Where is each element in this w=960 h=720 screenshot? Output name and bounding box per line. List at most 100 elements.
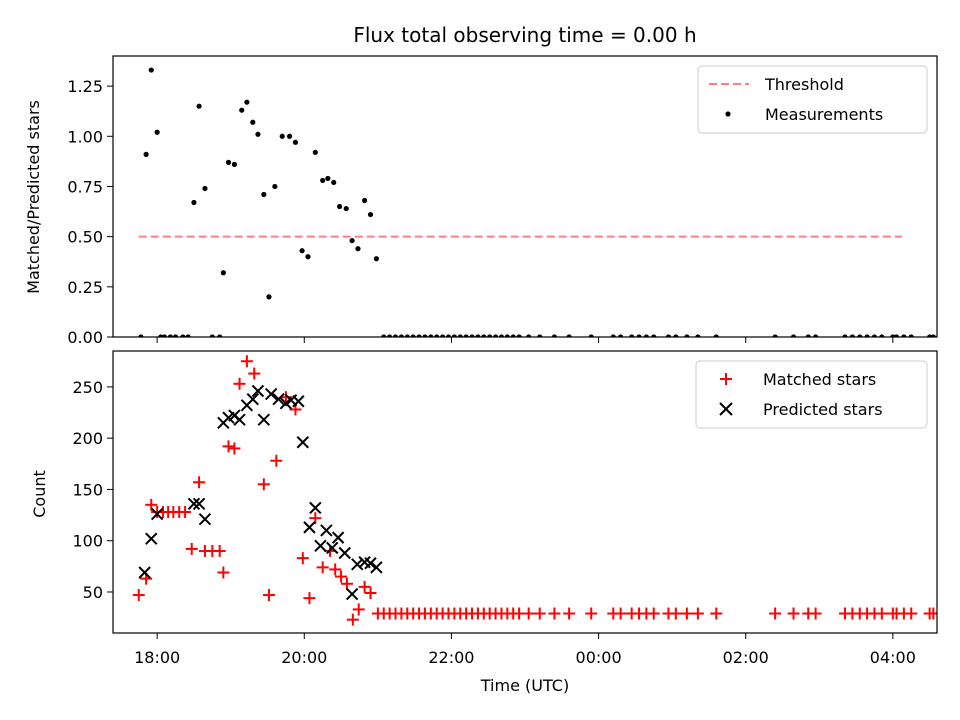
measurement-point <box>434 334 440 337</box>
top-ylabel: Matched/Predicted stars <box>24 100 43 294</box>
matched-star-point <box>233 377 246 390</box>
measurement-point <box>930 334 936 337</box>
measurement-point <box>239 107 245 113</box>
measurement-point <box>286 133 293 139</box>
predicted-star-point <box>145 532 158 545</box>
predicted-star-point <box>246 392 259 406</box>
measurement-point <box>261 191 267 198</box>
matched-star-point <box>270 454 283 467</box>
predicted-star-point <box>314 539 327 553</box>
measurement-point <box>498 334 505 337</box>
measurement-point <box>445 334 452 337</box>
matched-star-point <box>296 552 309 565</box>
measurement-point <box>172 334 179 337</box>
matched-star-point <box>240 355 253 368</box>
bottom-axes-frame <box>112 350 938 634</box>
measurement-point <box>148 67 154 73</box>
matched-star-point <box>522 607 535 620</box>
measurement-point <box>651 334 657 337</box>
measurement-point <box>410 334 416 337</box>
top-plot-area <box>138 67 936 337</box>
measurement-point <box>713 334 719 337</box>
predicted-star-point <box>309 501 322 515</box>
measurement-point <box>588 334 594 337</box>
measurement-point <box>138 334 144 337</box>
measurement-point <box>487 334 493 337</box>
matched-star-point <box>710 607 723 620</box>
predicted-star-point <box>338 546 351 560</box>
measurement-point <box>857 334 863 337</box>
measurement-point <box>813 334 819 337</box>
matched-star-point <box>340 577 353 590</box>
measurement-point <box>463 334 469 337</box>
measurement-point <box>871 334 878 337</box>
measurement-point <box>312 149 318 155</box>
matched-star-point <box>533 607 546 620</box>
measurement-point <box>331 179 337 186</box>
matched-star-point <box>257 478 270 491</box>
matched-star-point <box>132 589 145 602</box>
matched-star-point <box>222 440 235 453</box>
predicted-star-point <box>198 512 212 526</box>
measurement-point <box>167 334 173 337</box>
matched-star-point <box>213 544 226 557</box>
x-tick-label: 04:00 <box>870 648 916 667</box>
measurement-point <box>422 334 428 337</box>
y-tick-label: 0.75 <box>67 177 103 196</box>
measurement-point <box>255 131 261 137</box>
predicted-legend-label: Predicted stars <box>763 400 883 419</box>
measurement-point <box>440 334 446 337</box>
measurement-point <box>392 334 399 337</box>
measurement-point <box>387 334 393 337</box>
matched-star-point <box>262 589 275 602</box>
matched-star-point <box>927 607 937 620</box>
x-tick-label: 00:00 <box>576 648 622 667</box>
measurement-point <box>373 256 379 262</box>
measurement-point <box>893 334 900 337</box>
measurement-point <box>469 334 475 337</box>
measurement-point <box>225 159 232 165</box>
measurement-point <box>154 129 160 135</box>
measurement-point <box>416 334 422 337</box>
measurement-point <box>879 334 885 337</box>
measurement-point <box>451 334 457 337</box>
matched-star-point <box>335 570 348 583</box>
measurement-point <box>250 119 256 125</box>
predicted-star-point <box>257 413 271 426</box>
measurement-point <box>343 205 349 212</box>
matched-star-point <box>614 607 627 620</box>
measurement-point <box>842 334 848 337</box>
y-tick-label: 50 <box>83 583 103 602</box>
matched-star-point <box>680 607 693 620</box>
measurement-point <box>325 175 331 182</box>
threshold-legend-label: Threshold <box>764 75 844 94</box>
bottom-axis: 50 100 150 200 250 18:00 20:00 22:00 00:00 02:00 0… <box>72 378 915 667</box>
measurement-point <box>337 203 343 210</box>
measurement-point <box>143 151 149 157</box>
predicted-star-point <box>326 541 339 555</box>
matched-star-point <box>669 607 682 620</box>
matched-star-point <box>647 607 660 620</box>
predicted-star-point <box>370 561 383 574</box>
predicted-star-point <box>264 387 278 401</box>
measurement-point <box>790 334 797 337</box>
bottom-xlabel: Time (UTC) <box>480 676 569 695</box>
predicted-star-point <box>233 413 246 426</box>
predicted-star-point <box>150 507 164 521</box>
y-tick-label: 200 <box>72 429 103 448</box>
measurement-point <box>618 334 624 337</box>
measurement-point <box>161 334 168 337</box>
top-title: Flux total observing time = 0.00 h <box>353 23 696 47</box>
measurement-point <box>665 334 672 337</box>
predicted-star-point <box>192 497 206 510</box>
measurement-point <box>516 334 522 337</box>
y-tick-label: 0.00 <box>67 328 103 347</box>
x-tick-label: 20:00 <box>281 648 327 667</box>
measurement-point <box>428 334 434 337</box>
top-axes-frame <box>112 55 938 338</box>
top-legend-box <box>697 65 928 134</box>
predicted-star-point <box>364 557 377 570</box>
matched-star-point <box>905 607 918 620</box>
x-tick-label: 02:00 <box>723 648 769 667</box>
